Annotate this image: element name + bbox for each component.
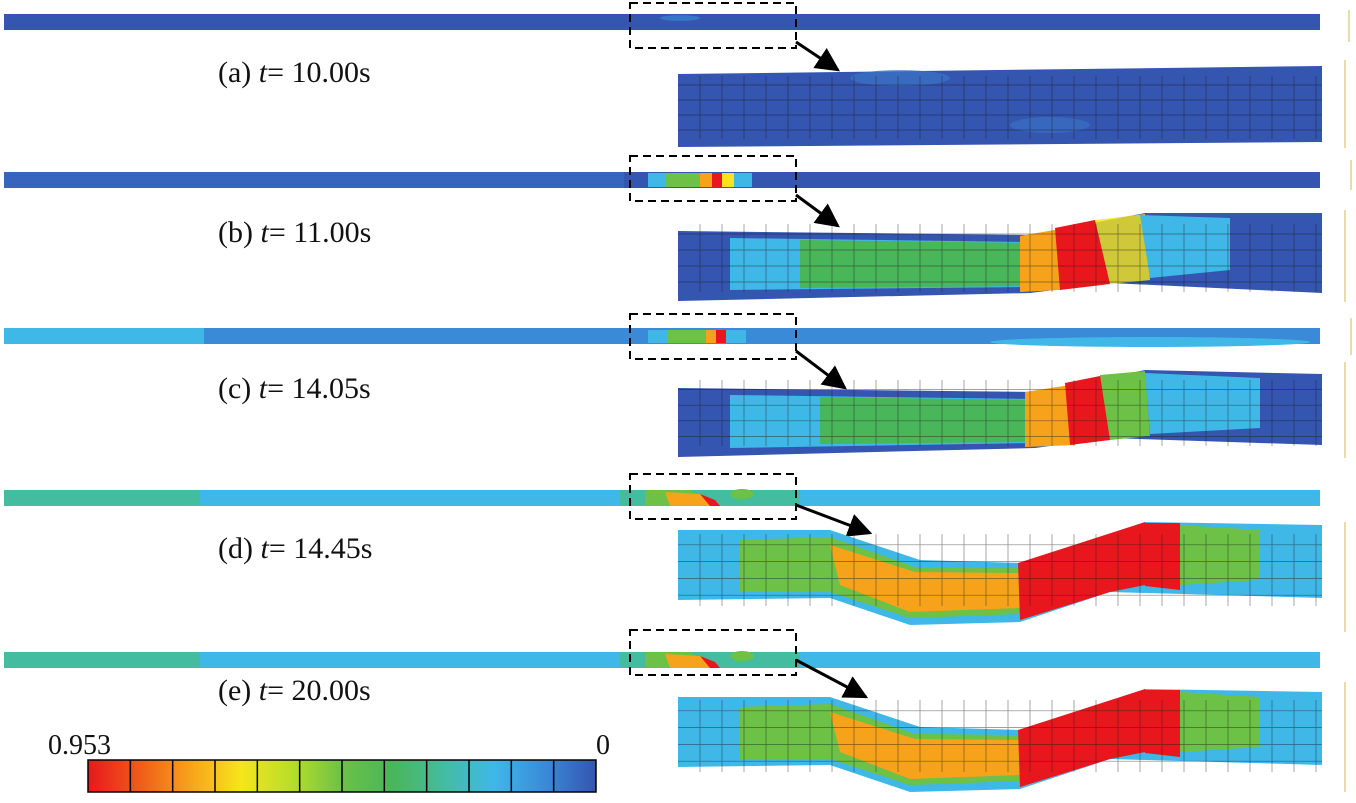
zoom-detail-d — [678, 522, 1322, 625]
panel-e: (e) t= 20.00s — [4, 629, 1322, 792]
full-beam-c — [4, 328, 1320, 347]
full-beam-e — [4, 651, 1320, 668]
mesh-grid — [678, 76, 1322, 772]
legend-max-label: 0.953 — [48, 730, 111, 761]
legend-min-label: 0 — [596, 730, 610, 761]
panel-a: (a) t= 10.00s — [4, 2, 1322, 147]
panel-c: (c) t= 14.05s — [4, 313, 1322, 457]
color-legend: 0.953 0 — [48, 730, 610, 793]
panel-label-e: (e) t= 20.00s — [218, 674, 371, 707]
edge-markers — [1344, 10, 1352, 792]
zoom-arrow-e — [795, 658, 869, 699]
zoom-frame-a — [629, 2, 797, 49]
zoom-detail-c — [678, 370, 1322, 457]
legend-ticks — [129, 760, 555, 792]
zoom-detail-e — [678, 689, 1322, 792]
zoom-arrow-a — [795, 40, 840, 72]
panel-label-d: (d) t= 14.45s — [218, 532, 372, 565]
panel-d: (d) t= 14.45s — [4, 473, 1322, 625]
full-beam-d — [4, 489, 1320, 506]
panel-label-c: (c) t= 14.05s — [218, 372, 371, 405]
zoom-arrow-b — [795, 193, 840, 228]
zoom-frame-e — [629, 629, 797, 676]
zoom-detail-a — [678, 66, 1322, 147]
zoom-frame-b — [629, 155, 797, 202]
zoom-arrow-c — [795, 349, 847, 390]
panel-b: (b) t= 11.00s — [4, 155, 1322, 301]
zoom-frame-c — [629, 313, 797, 360]
zoom-frame-d — [629, 473, 797, 520]
panel-label-b: (b) t= 11.00s — [218, 216, 371, 249]
zoom-detail-b — [678, 213, 1322, 301]
full-beam-a — [4, 14, 1320, 30]
panel-label-a: (a) t= 10.00s — [218, 56, 371, 89]
zoom-arrow-d — [795, 503, 873, 537]
full-beam-b — [4, 172, 1320, 188]
